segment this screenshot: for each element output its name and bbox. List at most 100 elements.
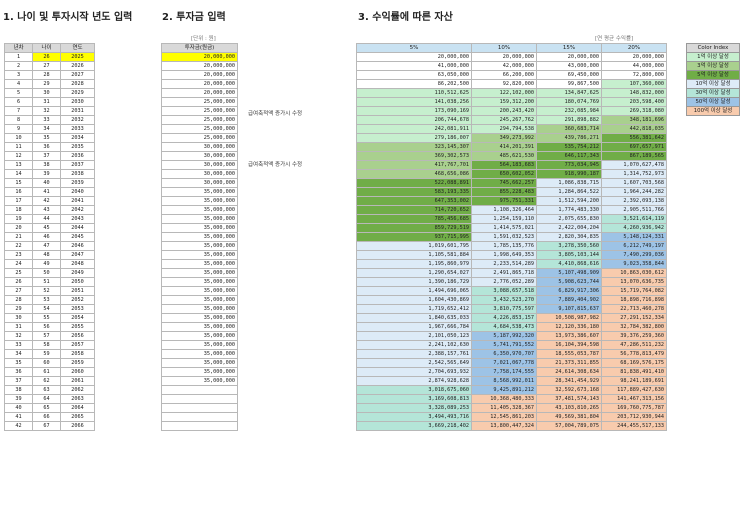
investment-cell[interactable]: 25,000,000 [161,115,238,125]
return-cell-r10: 975,751,331 [471,196,537,206]
investment-cell[interactable]: 20,000,000 [161,79,238,89]
return-cell-r5: 3,018,675,060 [356,385,472,395]
table-row: 937,715,995 1,591,032,523 2,820,304,835 5,1… [356,232,667,242]
investment-cell[interactable]: 35,000,000 [161,259,238,269]
investment-cell[interactable]: 20,000,000 [161,70,238,80]
return-cell-r5: 1,105,581,884 [356,250,472,260]
table-row: 35,000,000 [161,196,238,206]
investment-cell[interactable]: 35,000,000 [161,367,238,377]
return-cell-r10: 10,368,480,333 [471,394,537,404]
investment-cell[interactable]: 25,000,000 [161,133,238,143]
investment-cell[interactable]: 25,000,000 [161,124,238,134]
return-cell-r5: 1,719,652,412 [356,304,472,314]
investment-cell[interactable]: 35,000,000 [161,286,238,296]
table-row: 110,512,625 122,102,000 134,847,625 148,832… [356,88,667,98]
year-cell: 2051 [60,286,95,296]
investment-cell[interactable]: 35,000,000 [161,268,238,278]
table-row: 40 65 2064 [4,403,95,413]
return-cell-r15: 2,422,004,204 [536,223,602,233]
investment-cell[interactable] [161,403,238,413]
return-cell-r20: 1,314,752,973 [601,169,667,179]
table-row: 35,000,000 [161,223,238,233]
investment-cell[interactable]: 20,000,000 [161,88,238,98]
investment-cell[interactable]: 35,000,000 [161,277,238,287]
table-row: 20,000,000 20,000,000 20,000,000 20,000,000 [356,52,667,62]
investment-cell[interactable]: 35,000,000 [161,187,238,197]
investment-cell[interactable]: 25,000,000 [161,106,238,116]
table-row: 42 67 2066 [4,421,95,431]
return-cell-r15: 6,829,917,306 [536,286,602,296]
return-cell-r5: 937,715,995 [356,232,472,242]
investment-cell[interactable] [161,412,238,422]
return-cell-r10: 294,794,538 [471,124,537,134]
investment-cell[interactable]: 35,000,000 [161,331,238,341]
investment-cell[interactable]: 30,000,000 [161,142,238,152]
table-row: 18 43 2042 [4,205,95,215]
investment-cell[interactable] [161,385,238,395]
year-cell: 2059 [60,358,95,368]
table-row: 30,000,000 [161,169,238,179]
investment-cell[interactable]: 20,000,000 [161,61,238,71]
table-row: 35,000,000 [161,376,238,386]
investment-cell[interactable]: 35,000,000 [161,241,238,251]
annotation-salary-1: 급여축적액 증가시 수정 [248,111,303,117]
table-row: 20,000,000 [161,79,238,89]
year-cell: 2063 [60,394,95,404]
return-cell-r20: 9,023,358,844 [601,259,667,269]
return-cell-r5: 369,302,573 [356,151,472,161]
year-cell: 2061 [60,376,95,386]
year-cell[interactable]: 2025 [60,52,95,62]
age-cell: 37 [32,151,61,161]
legend-item: 10억 이상 달성 [686,79,740,89]
investment-cell[interactable]: 35,000,000 [161,313,238,323]
table-row: 9 34 2033 [4,124,95,134]
rate-note: [연 평균 수익률] [595,36,634,42]
table-row [161,385,238,395]
investment-cell[interactable]: 30,000,000 [161,178,238,188]
return-cell-r15: 439,786,271 [536,133,602,143]
table-row: 3,328,089,253 11,405,328,367 43,103,810,26… [356,403,667,413]
investment-cell[interactable] [161,394,238,404]
investment-cell[interactable]: 20,000,000 [161,52,238,62]
investment-cell[interactable] [161,421,238,431]
investment-cell[interactable]: 35,000,000 [161,340,238,350]
return-cell-r10: 9,425,891,212 [471,385,537,395]
table-row: 279,186,007 349,273,992 439,786,271 556,381… [356,133,667,143]
return-cell-r5: 279,186,007 [356,133,472,143]
investment-cell[interactable]: 35,000,000 [161,304,238,314]
investment-cell[interactable]: 35,000,000 [161,358,238,368]
return-cell-r5: 41,000,000 [356,61,472,71]
table-row: 23 48 2047 [4,250,95,260]
investment-cell[interactable]: 35,000,000 [161,322,238,332]
investment-cell[interactable]: 30,000,000 [161,151,238,161]
table-row: 25,000,000 [161,106,238,116]
year-no-cell: 38 [4,385,33,395]
investment-cell[interactable]: 35,000,000 [161,196,238,206]
return-cell-r20: 148,832,000 [601,88,667,98]
year-no-cell: 6 [4,97,33,107]
investment-cell[interactable]: 30,000,000 [161,169,238,179]
table-row: 8 33 2032 [4,115,95,125]
investment-cell[interactable]: 30,000,000 [161,160,238,170]
year-no-cell: 17 [4,196,33,206]
investment-cell[interactable]: 35,000,000 [161,232,238,242]
age-cell: 32 [32,106,61,116]
investment-cell[interactable]: 35,000,000 [161,250,238,260]
investment-cell[interactable]: 35,000,000 [161,205,238,215]
year-cell: 2040 [60,187,95,197]
return-cell-r20: 22,713,460,278 [601,304,667,314]
investment-cell[interactable]: 35,000,000 [161,376,238,386]
investment-cell[interactable]: 35,000,000 [161,223,238,233]
investment-cell[interactable]: 35,000,000 [161,349,238,359]
year-no-cell: 39 [4,394,33,404]
age-cell[interactable]: 26 [32,52,61,62]
table-row: 11 36 2035 [4,142,95,152]
legend-item: 5억 이상 달성 [686,70,740,80]
return-cell-r5: 206,744,678 [356,115,472,125]
investment-cell[interactable]: 35,000,000 [161,214,238,224]
year-cell: 2039 [60,178,95,188]
age-cell: 45 [32,223,61,233]
investment-cell[interactable]: 35,000,000 [161,295,238,305]
age-cell: 48 [32,250,61,260]
investment-cell[interactable]: 25,000,000 [161,97,238,107]
